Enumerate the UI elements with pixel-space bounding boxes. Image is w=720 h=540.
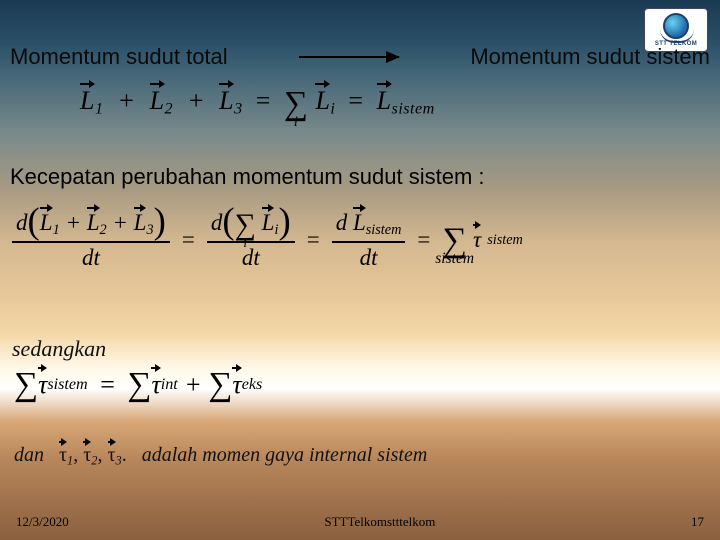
tau: τ	[83, 444, 91, 466]
fraction-3: d Lsistem dt	[332, 210, 406, 271]
final-rest: adalah momen gaya internal sistem	[142, 444, 428, 466]
sym-L: L	[262, 210, 275, 235]
sigma-icon: ∑	[14, 373, 38, 397]
plus: +	[184, 370, 202, 400]
vector-tau3: τ	[108, 444, 116, 467]
sym-L: L	[377, 86, 392, 115]
sub-3: 3	[146, 222, 153, 238]
equation-3: ∑ τsistem = ∑ τint + ∑ τeks	[14, 370, 262, 400]
sub-sistem: sistem	[392, 101, 435, 118]
sigma-icon: ∑	[127, 373, 151, 397]
vector-tau-eks: τ	[232, 370, 241, 400]
d: d	[336, 210, 348, 235]
sym-L: L	[353, 210, 366, 235]
sub-i: i	[330, 101, 335, 118]
equation-1: L1 + L2 + L3 = ∑i Li = Lsistem	[80, 86, 435, 119]
heading-row: Momentum sudut total Momentum sudut sist…	[10, 44, 710, 70]
sym-L: L	[87, 210, 100, 235]
sub-1: 1	[95, 101, 104, 118]
tau: τ	[38, 370, 47, 399]
sub-eks: eks	[242, 376, 263, 394]
sub-sistem: sistem	[366, 222, 402, 238]
sym-L: L	[315, 86, 330, 115]
vector-L1: L	[40, 210, 53, 236]
sigma-icon: ∑i	[284, 92, 309, 116]
final-line: dan τ1, τ2, τ3. adalah momen gaya intern…	[14, 444, 427, 468]
sub-sistem: sistem	[47, 376, 87, 394]
vector-L2: L	[150, 86, 165, 116]
comma: ,	[98, 444, 103, 466]
fraction-2: d(∑i Li) dt	[207, 210, 295, 271]
logo-globe-icon	[663, 13, 689, 39]
vector-L3: L	[219, 86, 234, 116]
vector-tau-int: τ	[151, 370, 160, 400]
vector-Lsistem: L	[377, 86, 392, 116]
dan-label: dan	[14, 444, 44, 466]
equals: =	[348, 86, 363, 115]
vector-L2: L	[87, 210, 100, 236]
subheading: Kecepatan perubahan momentum sudut siste…	[10, 164, 485, 190]
sub-int: int	[161, 376, 178, 394]
sedangkan-label: sedangkan	[12, 336, 106, 362]
vector-Lsistem: L	[353, 210, 366, 236]
tau: τ	[473, 227, 481, 252]
vector-L1: L	[80, 86, 95, 116]
equals: =	[100, 370, 115, 400]
d: d	[16, 210, 28, 235]
sub-3: 3	[234, 101, 243, 118]
sub-3: 3	[116, 453, 122, 467]
dt: dt	[12, 243, 170, 271]
sub-2: 2	[100, 222, 107, 238]
equals: =	[182, 227, 195, 253]
comma: ,	[73, 444, 78, 466]
sub-2: 2	[165, 101, 174, 118]
tau: τ	[108, 444, 116, 466]
equals: =	[417, 227, 430, 253]
sym-L: L	[40, 210, 53, 235]
sym-L: L	[134, 210, 147, 235]
sigma-icon: ∑sistem	[442, 228, 467, 252]
sub-sistem: sistem	[487, 232, 523, 249]
equals: =	[256, 86, 271, 115]
footer-page: 17	[691, 514, 704, 530]
sym-L: L	[80, 86, 95, 115]
vector-Li: L	[315, 86, 330, 116]
fraction-1: d(L1 + L2 + L3) dt	[12, 210, 170, 271]
tau: τ	[151, 370, 160, 399]
sum-index-sistem: sistem	[435, 254, 474, 265]
vector-tau1: τ	[59, 444, 67, 467]
equation-2: d(L1 + L2 + L3) dt = d(∑i Li) dt = d Lsi…	[12, 210, 523, 271]
dt: dt	[332, 243, 406, 271]
footer-center: STTTelkomstttelkom	[324, 514, 435, 530]
dt: dt	[207, 243, 295, 271]
vector-Li: L	[262, 210, 275, 236]
heading-right: Momentum sudut sistem	[470, 44, 710, 70]
tau: τ	[232, 370, 241, 399]
sub-1: 1	[53, 222, 60, 238]
vector-L3: L	[134, 210, 147, 236]
tau: τ	[59, 444, 67, 466]
vector-tau: τ	[38, 370, 47, 400]
sigma-icon: ∑	[208, 373, 232, 397]
footer: 12/3/2020 STTTelkomstttelkom 17	[16, 514, 704, 530]
sym-L: L	[150, 86, 165, 115]
vector-tau: τ	[473, 227, 481, 253]
footer-date: 12/3/2020	[16, 514, 69, 530]
arrow-icon	[299, 56, 399, 58]
equals: =	[307, 227, 320, 253]
sum-index: i	[243, 238, 247, 247]
sum-index: i	[294, 117, 299, 128]
heading-left: Momentum sudut total	[10, 44, 228, 70]
sigma-icon: ∑i	[235, 215, 256, 236]
d: d	[211, 210, 223, 235]
slide: STT TELKOM Momentum sudut total Momentum…	[0, 0, 720, 540]
vector-tau2: τ	[83, 444, 91, 467]
sym-L: L	[219, 86, 234, 115]
